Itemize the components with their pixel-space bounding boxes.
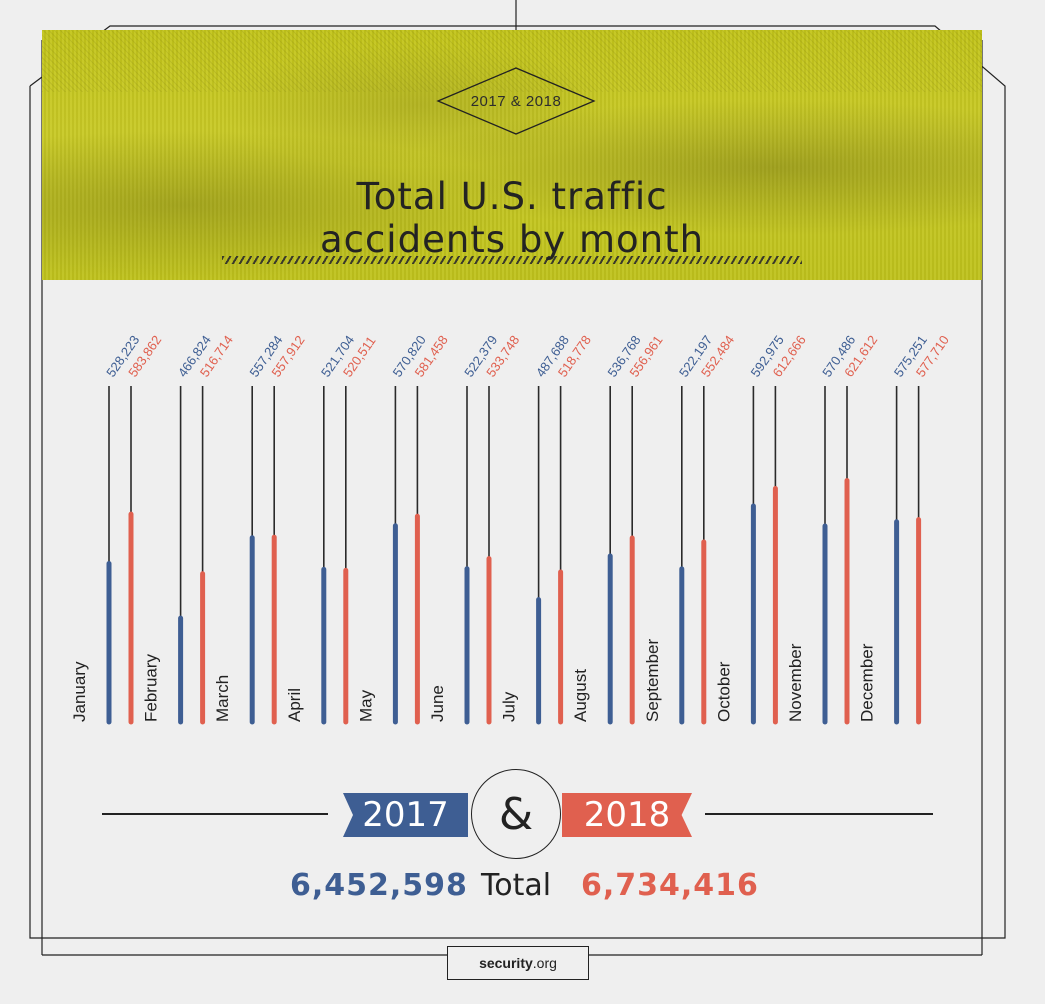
header-photo-texture xyxy=(42,30,982,280)
bar-chart: January528,223583,862February466,824516,… xyxy=(70,333,952,725)
logo-name: security xyxy=(479,955,533,971)
month-label: June xyxy=(428,685,447,722)
month-label: November xyxy=(786,643,805,722)
legend-line-left xyxy=(102,813,328,815)
month-label: March xyxy=(213,675,232,722)
brand-logo: security .org xyxy=(447,946,589,980)
year-badge: 2017 & 2018 xyxy=(470,92,562,110)
month-label: February xyxy=(142,653,161,722)
month-label: December xyxy=(858,643,877,722)
month-label: July xyxy=(500,691,519,722)
month-label: January xyxy=(70,661,89,722)
month-label: August xyxy=(571,669,590,722)
total-label: Total xyxy=(481,868,552,903)
page-title: Total U.S. traffic accidents by month xyxy=(42,175,982,261)
totals-row: 6,452,598 Total 6,734,416 xyxy=(0,868,1045,914)
total-2018: 6,734,416 xyxy=(581,868,759,903)
legend-line-right xyxy=(705,813,933,815)
month-label: May xyxy=(356,689,375,722)
header-stripe-divider xyxy=(222,256,802,264)
logo-tld: .org xyxy=(532,955,557,971)
ampersand-circle: & xyxy=(471,769,561,859)
header-top-band xyxy=(42,30,982,92)
header-banner xyxy=(42,30,982,280)
month-label: April xyxy=(285,688,304,722)
total-2017: 6,452,598 xyxy=(290,868,468,903)
title-line-1: Total U.S. traffic xyxy=(356,174,668,218)
month-label: October xyxy=(714,661,733,722)
month-label: September xyxy=(643,639,662,722)
legend-badge-2017: 2017 xyxy=(343,793,468,837)
legend: 2017 & 2018 xyxy=(0,765,1045,865)
title-line-2: accidents by month xyxy=(319,217,705,261)
legend-badge-2018: 2018 xyxy=(562,793,692,837)
